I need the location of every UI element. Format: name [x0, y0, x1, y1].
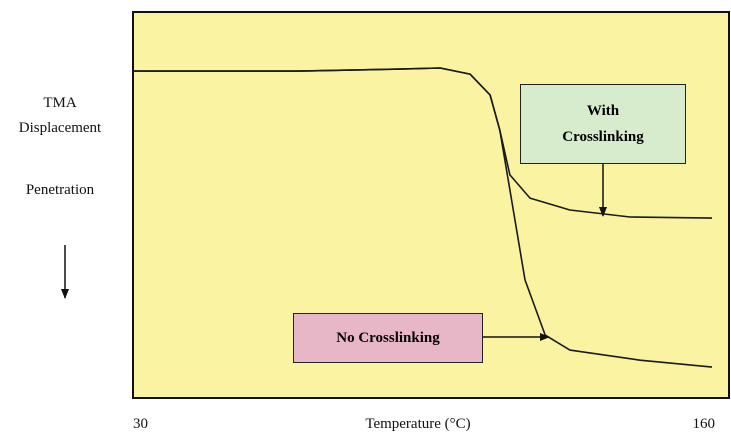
- line: [133, 67, 713, 368]
- y-axis-label: TMA Displacement: [18, 95, 102, 136]
- annotation-box: No Crosslinking: [293, 313, 483, 363]
- x-axis-label: Temperature (°C): [365, 416, 470, 432]
- x-tick-label: 160: [693, 416, 716, 432]
- x-tick-label: 30: [133, 416, 148, 432]
- annotation-box: With Crosslinking: [520, 84, 686, 164]
- annotation: Penetration: [25, 182, 95, 198]
